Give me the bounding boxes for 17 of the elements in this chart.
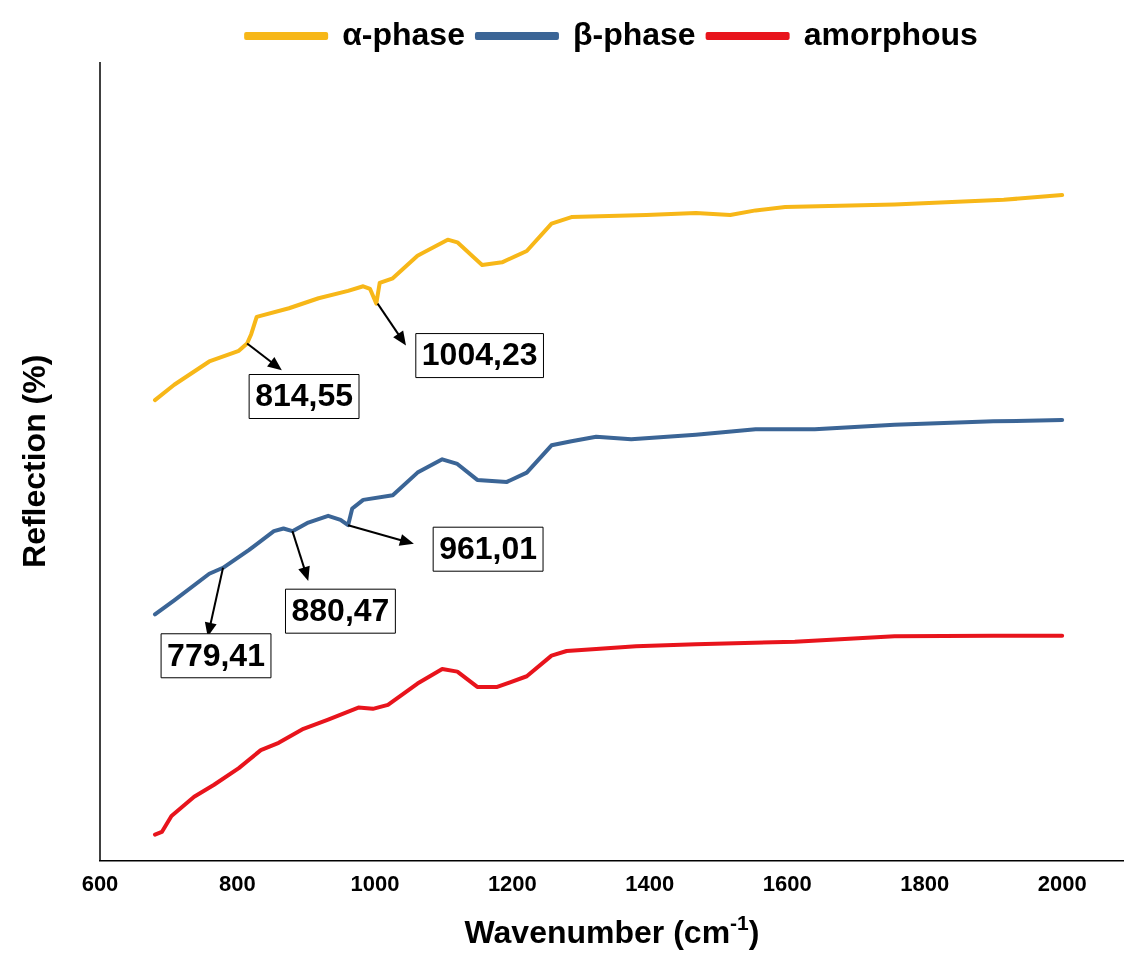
x-tick-label: 1600: [762, 870, 812, 896]
annotation: 814,55: [255, 377, 354, 414]
legend-label: β-phase: [572, 15, 696, 52]
x-tick-label: 800: [219, 870, 256, 896]
x-tick-label: 2000: [1037, 870, 1087, 896]
annotation: 961,01: [439, 530, 538, 567]
x-tick-label: 1800: [900, 870, 950, 896]
annotation: 1004,23: [421, 336, 538, 373]
x-tick-label: 1400: [625, 870, 675, 896]
x-tick-label: 1200: [487, 870, 537, 896]
annotation: 779,41: [167, 636, 265, 673]
x-tick-label: 600: [81, 870, 119, 896]
annotation: 880,47: [291, 592, 390, 629]
legend-label: amorphous: [803, 15, 978, 52]
x-tick-label: 1000: [350, 870, 400, 896]
legend-label: α-phase: [342, 15, 465, 52]
y-axis-title: Reflection (%): [16, 354, 52, 568]
